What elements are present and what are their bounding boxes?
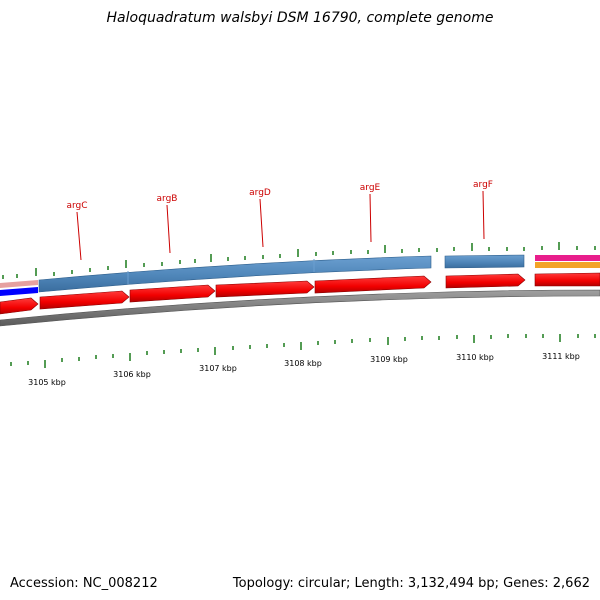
cds-track xyxy=(0,272,600,315)
gene-label: argC xyxy=(66,201,87,211)
gene-label: argD xyxy=(249,188,271,198)
gene-label: argF xyxy=(473,180,493,190)
kbp-label: 3111 kbp xyxy=(542,352,580,361)
kbp-label: 3108 kbp xyxy=(284,359,322,368)
gene-label: argE xyxy=(360,183,381,193)
kbp-label: 3105 kbp xyxy=(28,378,66,387)
orange-feature xyxy=(535,262,600,268)
forward-strand-track xyxy=(38,254,600,293)
cds-arrow xyxy=(215,280,315,298)
cds-arrow xyxy=(445,273,526,289)
kbp-labels: 3105 kbp 3106 kbp 3107 kbp 3108 kbp 3109… xyxy=(28,352,580,387)
gene-leader-line xyxy=(166,204,171,254)
gene-labels: argC argB argD argE argF xyxy=(66,180,493,261)
cds-arrow xyxy=(39,290,130,310)
cds-arrow xyxy=(0,297,39,315)
accession-label: Accession: NC_008212 xyxy=(10,576,158,591)
kbp-label: 3106 kbp xyxy=(113,370,151,379)
kbp-label: 3110 kbp xyxy=(456,353,494,362)
inner-tick-row xyxy=(10,334,596,368)
gene-leader-line xyxy=(76,211,82,261)
kbp-label: 3107 kbp xyxy=(199,364,237,373)
forward-feature xyxy=(444,254,525,269)
genome-backbone xyxy=(0,289,600,327)
cds-arrow xyxy=(129,284,216,303)
genome-summary: Topology: circular; Length: 3,132,494 bp… xyxy=(232,576,590,591)
cds-arrow xyxy=(314,275,432,294)
pink-feature xyxy=(0,280,38,288)
kbp-label: 3109 kbp xyxy=(370,355,408,364)
map-title: Haloquadratum walsbyi DSM 16790, complet… xyxy=(106,10,494,26)
gene-label: argB xyxy=(157,194,178,204)
left-edge-features xyxy=(0,280,38,296)
outer-tick-row xyxy=(2,242,596,279)
forward-feature xyxy=(38,255,432,293)
blue-feature xyxy=(0,287,38,296)
gene-leader-line xyxy=(482,190,485,240)
gene-leader-line xyxy=(369,193,372,243)
magenta-feature xyxy=(535,255,600,261)
cds-arrow xyxy=(534,272,600,287)
gene-leader-line xyxy=(259,198,264,248)
